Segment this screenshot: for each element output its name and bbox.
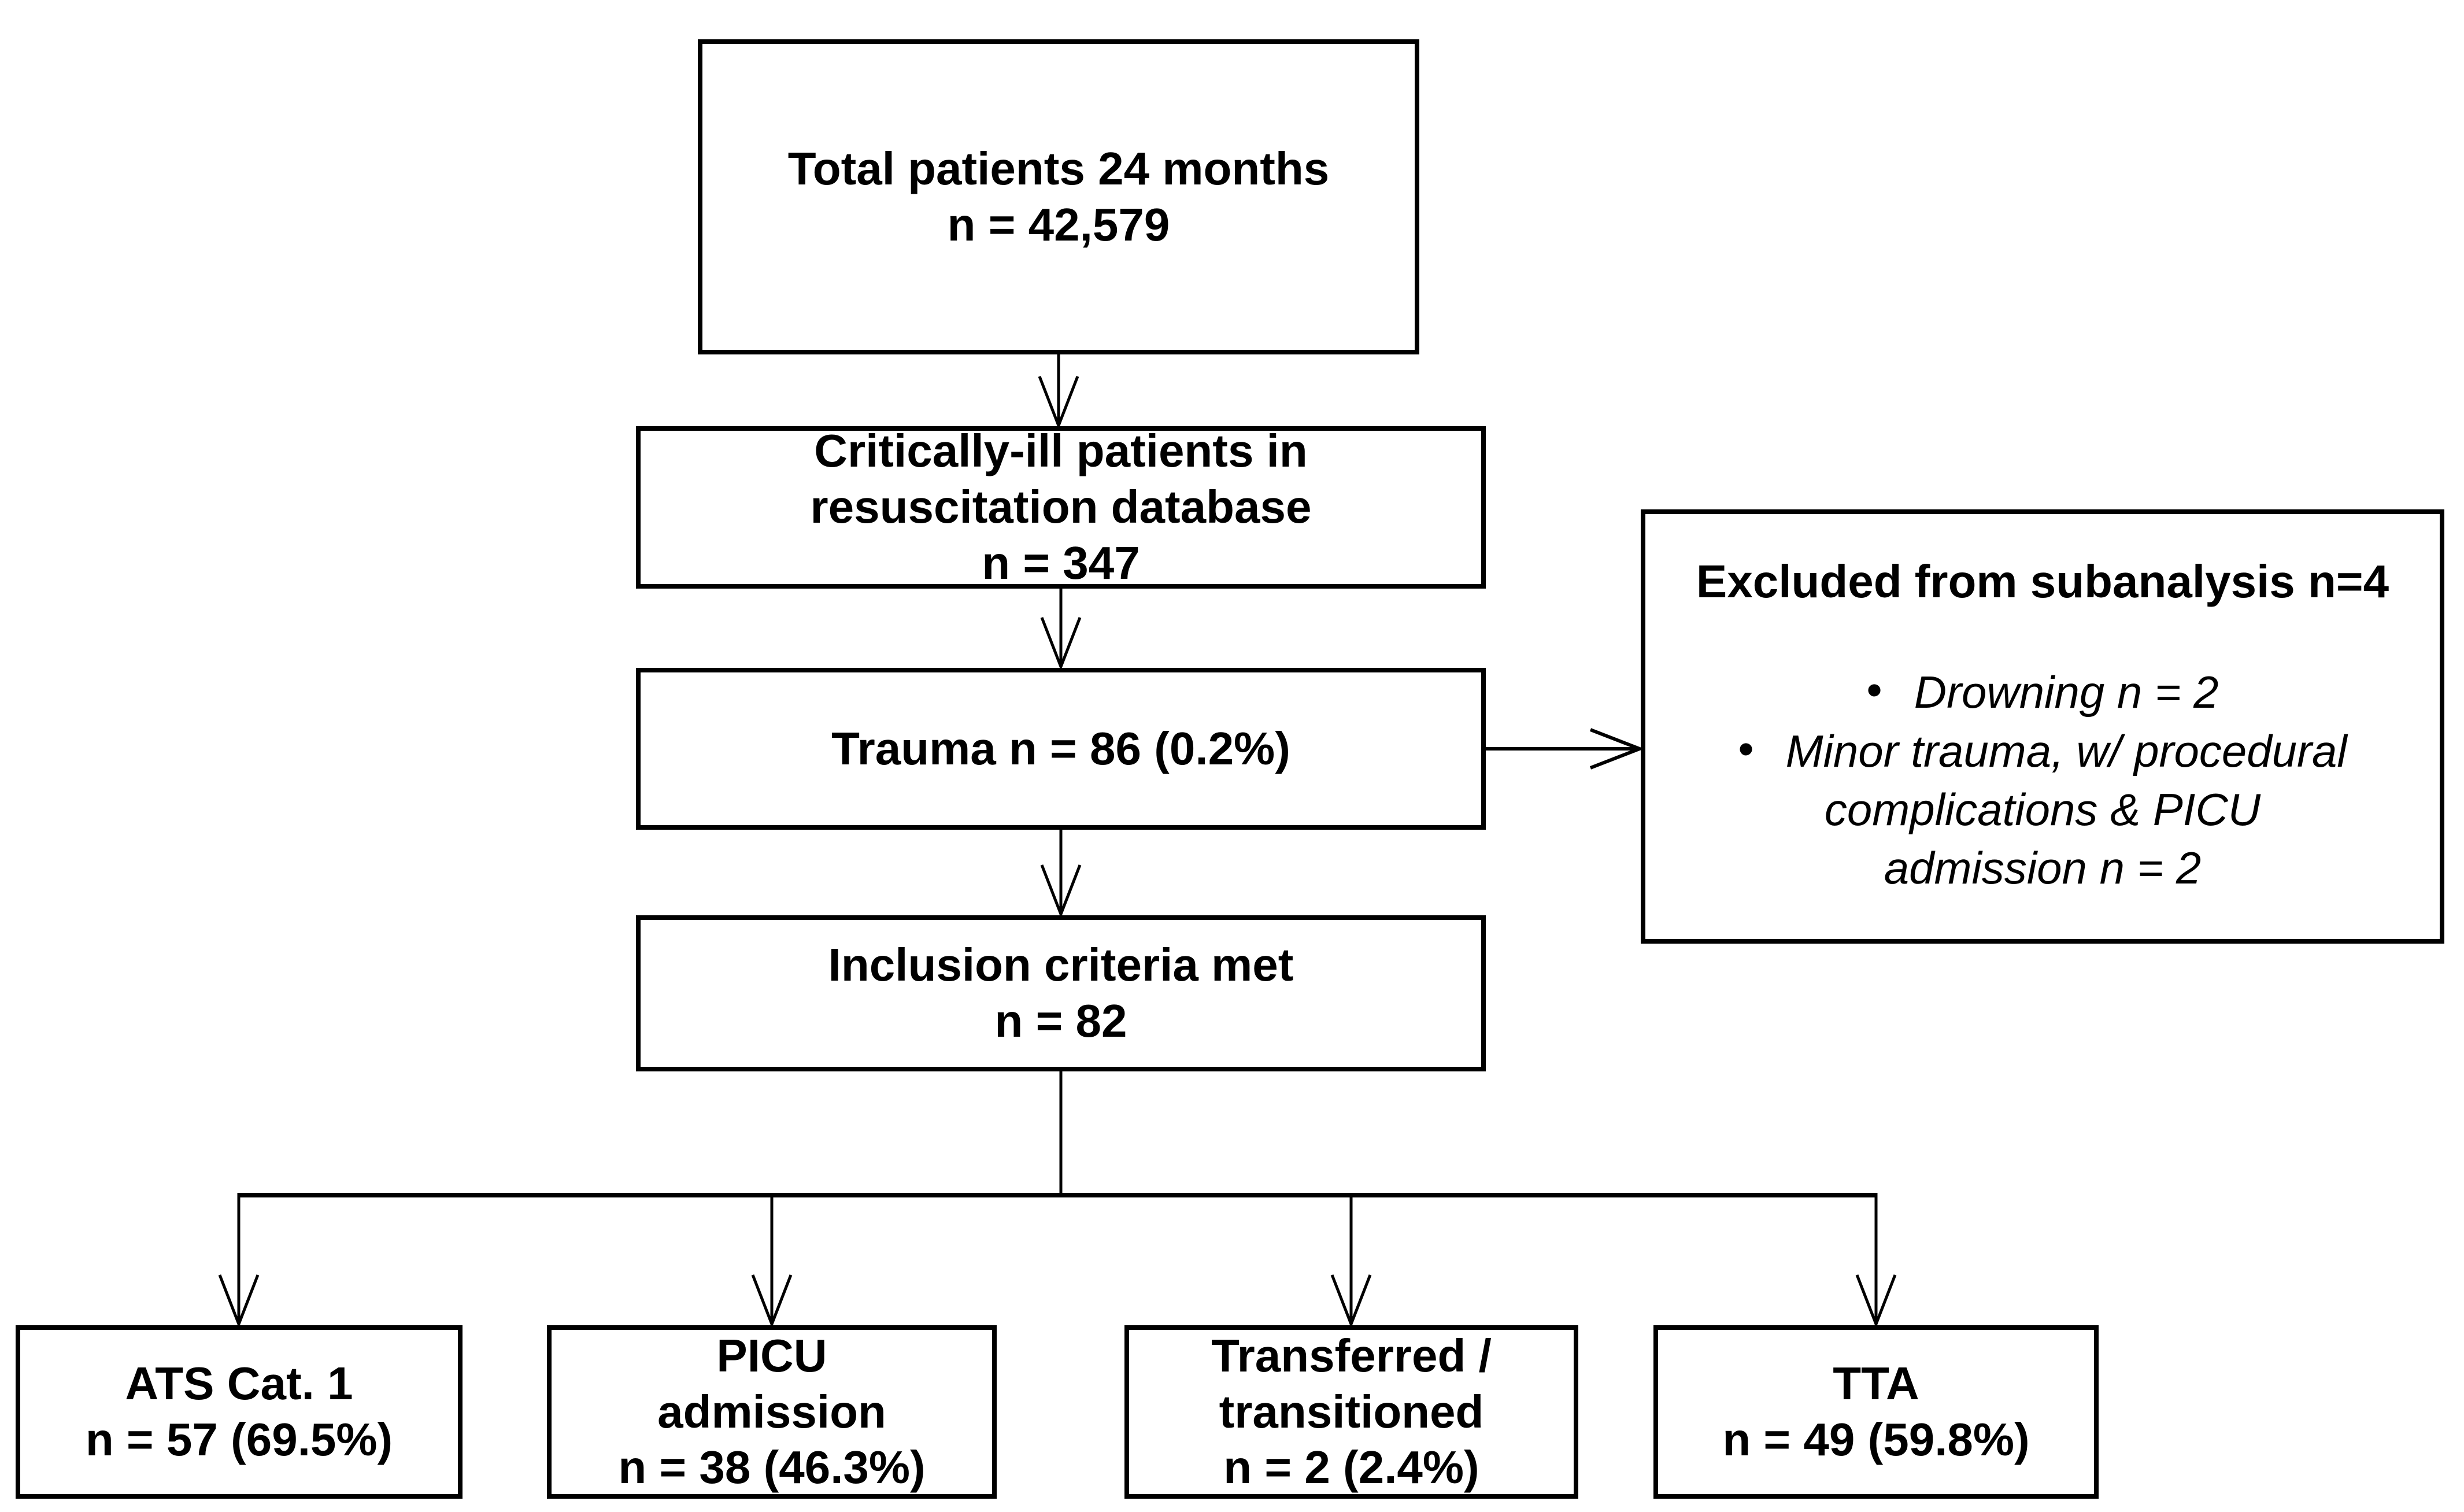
bullet-dot-icon: •	[1866, 664, 1882, 716]
excluded-bullet-drowning: • Drowning n = 2	[1738, 663, 2347, 722]
arrow-branch-to-tta	[1855, 1193, 1897, 1328]
box-excluded-subanalysis: Excluded from subanalysis n=4 • Drowning …	[1641, 509, 2444, 944]
arrow-trauma-to-inclusion	[1040, 830, 1082, 918]
critically-ill-label: Critically-ill patients in resuscitation…	[810, 425, 1312, 589]
excluded-title: Excluded from subanalysis n=4	[1696, 556, 2389, 608]
tta-label: TTA n = 49 (59.8%)	[1722, 1358, 2030, 1465]
ats-cat-1-label: ATS Cat. 1 n = 57 (69.5%)	[85, 1358, 393, 1465]
arrow-branch-to-picu	[751, 1193, 793, 1328]
box-outcome-picu-admission: PICU admission n = 38 (46.3%)	[547, 1325, 997, 1499]
inclusion-criteria-label: Inclusion criteria met n = 82	[828, 939, 1294, 1047]
box-outcome-ats-cat-1: ATS Cat. 1 n = 57 (69.5%)	[16, 1325, 463, 1499]
bullet-dot-icon: •	[1738, 723, 1754, 774]
excluded-bullet-minor-trauma: • Minor trauma, w/ procedural	[1738, 722, 2347, 781]
arrow-critical-to-trauma	[1040, 589, 1082, 671]
excluded-bullet-minor-trauma-line1: Minor trauma, w/ procedural	[1785, 725, 2347, 777]
arrow-branch-to-transferred	[1330, 1193, 1372, 1328]
box-critically-ill: Critically-ill patients in resuscitation…	[636, 425, 1486, 589]
arrow-trauma-to-excluded	[1486, 728, 1645, 770]
trauma-label: Trauma n = 86 (0.2%)	[831, 722, 1290, 774]
box-inclusion-criteria: Inclusion criteria met n = 82	[636, 915, 1486, 1071]
transferred-transitioned-label: Transferred / transitioned n = 2 (2.4%)	[1211, 1329, 1492, 1493]
excluded-bullet-drowning-text: Drowning n = 2	[1914, 667, 2219, 718]
excluded-bullet-minor-trauma-line2: complications & PICU	[1824, 784, 2261, 835]
arrow-branch-to-ats	[218, 1193, 260, 1328]
picu-admission-label: PICU admission n = 38 (46.3%)	[618, 1329, 926, 1493]
box-outcome-tta: TTA n = 49 (59.8%)	[1653, 1325, 2099, 1499]
box-outcome-transferred-transitioned: Transferred / transitioned n = 2 (2.4%)	[1124, 1325, 1578, 1499]
total-patients-label: Total patients 24 months n = 42,579	[787, 142, 1330, 250]
excluded-bullet-minor-trauma-line3: admission n = 2	[1884, 842, 2202, 894]
excluded-bullet-list: • Drowning n = 2 • Minor trauma, w/ proced…	[1738, 663, 2347, 898]
box-trauma: Trauma n = 86 (0.2%)	[636, 668, 1486, 830]
arrow-total-to-critical	[1038, 354, 1079, 430]
box-total-patients: Total patients 24 months n = 42,579	[698, 39, 1419, 354]
